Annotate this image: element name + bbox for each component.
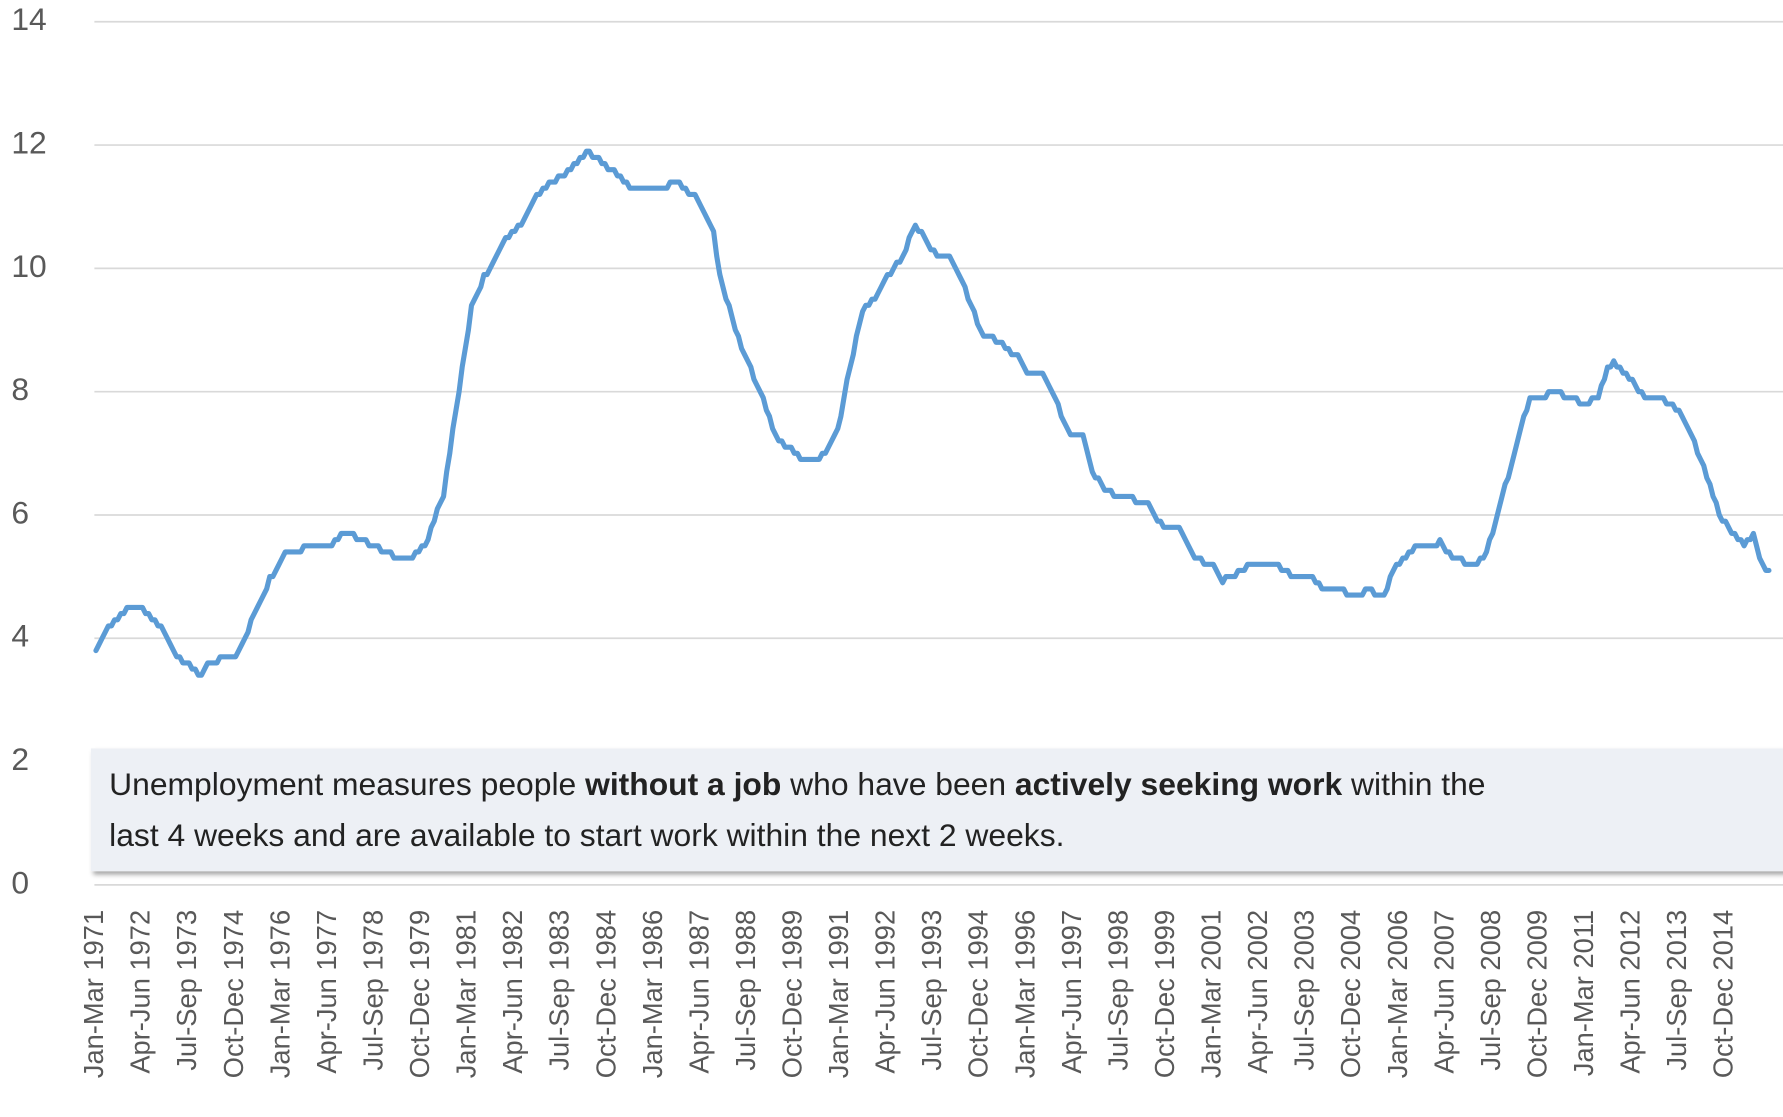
x-tick-label: Oct-Dec 2009: [1521, 910, 1552, 1078]
x-tick-label: Apr-Jun 2012: [1615, 910, 1646, 1074]
annotation-segment: last 4 weeks and are available to start …: [109, 818, 1064, 854]
data-line: [93, 148, 1772, 678]
annotation-text: last 4 weeks and are available to start …: [109, 818, 1064, 854]
x-tick-label: Oct-Dec 1994: [963, 910, 994, 1078]
x-tick-label: Apr-Jun 2007: [1428, 910, 1459, 1074]
x-tick-label: Jan-Mar 1986: [637, 910, 668, 1078]
x-tick-label: Jul-Sep 1983: [544, 910, 575, 1071]
annotation-box: [90, 748, 1783, 872]
x-tick-label: Jan-Mar 2006: [1382, 910, 1413, 1078]
x-tick-label: Jul-Sep 1988: [730, 910, 761, 1071]
x-tick-label: Apr-Jun 2002: [1242, 910, 1273, 1074]
annotation-segment: without a job: [584, 766, 781, 802]
x-tick-label: Jul-Sep 1978: [357, 910, 388, 1071]
x-tick-label: Jan-Mar 1996: [1009, 910, 1040, 1078]
x-tick-label: Jul-Sep 1993: [916, 910, 947, 1071]
x-tick-label: Apr-Jun 1997: [1056, 910, 1087, 1074]
x-tick-label: Oct-Dec 2014: [1708, 910, 1739, 1078]
y-tick-label: 2: [11, 741, 29, 777]
annotation-text: Unemployment measures people without a j…: [109, 766, 1485, 802]
x-tick-label: Oct-Dec 1974: [218, 910, 249, 1078]
y-tick-label: 8: [11, 371, 29, 407]
x-tick-label: Oct-Dec 1984: [590, 910, 621, 1078]
y-tick-label: 14: [11, 1, 46, 37]
y-tick-label: 0: [11, 864, 29, 900]
y-tick-label: 12: [11, 124, 46, 160]
x-tick-label: Jul-Sep 1998: [1102, 910, 1133, 1071]
x-tick-label: Apr-Jun 1992: [870, 910, 901, 1074]
x-tick-label: Apr-Jun 1972: [125, 910, 156, 1074]
x-tick-label: Oct-Dec 1979: [404, 910, 435, 1078]
x-tick-label: Jan-Mar 2011: [1568, 910, 1599, 1076]
x-tick-label: Apr-Jun 1987: [683, 910, 714, 1074]
x-tick-label: Apr-Jun 1977: [311, 910, 342, 1074]
annotation-segment: who have been: [781, 766, 1015, 802]
x-tick-label: Jan-Mar 1981: [451, 910, 482, 1078]
x-tick-label: Jan-Mar 1976: [264, 910, 295, 1078]
y-tick-label: 10: [11, 248, 46, 284]
y-tick-label: 6: [11, 494, 29, 530]
x-tick-label: Jul-Sep 2013: [1661, 910, 1692, 1071]
x-tick-label: Oct-Dec 1999: [1149, 910, 1180, 1078]
x-tick-label: Jan-Mar 1991: [823, 910, 854, 1078]
annotation-segment: within the: [1342, 766, 1485, 802]
x-tick-label: Jul-Sep 1973: [171, 910, 202, 1071]
x-tick-label: Jan-Mar 1971: [78, 910, 109, 1078]
x-tick-label: Apr-Jun 1982: [497, 910, 528, 1074]
annotation-segment: actively seeking work: [1015, 766, 1343, 802]
x-tick-label: Oct-Dec 1989: [777, 910, 808, 1078]
x-tick-label: Oct-Dec 2004: [1335, 910, 1366, 1078]
annotation-segment: Unemployment measures people: [109, 766, 585, 802]
x-tick-label: Jul-Sep 2008: [1475, 910, 1506, 1071]
x-tick-label: Jan-Mar 2001: [1196, 910, 1227, 1078]
y-tick-label: 4: [11, 618, 29, 654]
x-tick-label: Jul-Sep 2003: [1289, 910, 1320, 1071]
